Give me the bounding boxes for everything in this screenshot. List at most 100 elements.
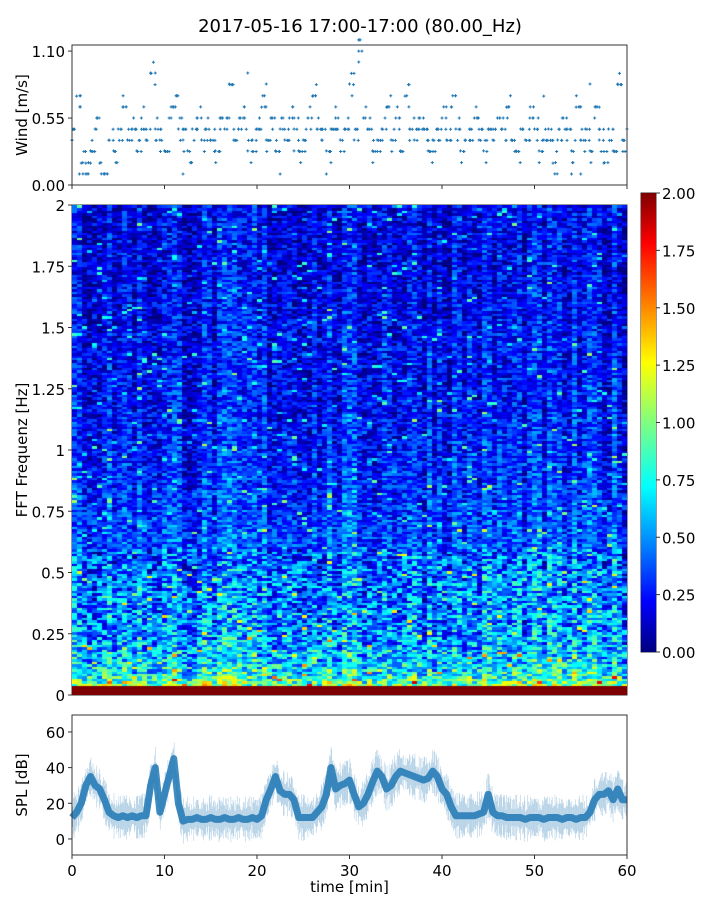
wind-point — [395, 105, 399, 109]
wind-point — [426, 149, 430, 153]
colorbar-tick-label: 0.25 — [662, 587, 695, 605]
wind-point — [451, 94, 455, 98]
wind-point — [555, 172, 559, 176]
x-tick-label: 40 — [432, 862, 451, 880]
x-tick-label: 50 — [525, 862, 544, 880]
x-axis-label: time [min] — [310, 878, 389, 896]
wind-point — [599, 150, 603, 154]
wind-point — [207, 127, 211, 131]
wind-point — [188, 150, 192, 154]
wind-point — [114, 161, 118, 165]
y-axis-label: Wind [m/s] — [13, 74, 31, 156]
wind-point — [299, 161, 303, 165]
wind-point — [606, 161, 610, 165]
x-tick-label: 10 — [155, 862, 174, 880]
wind-point — [154, 138, 158, 142]
wind-point — [132, 116, 136, 120]
wind-point — [251, 150, 255, 154]
wind-point — [580, 127, 584, 131]
wind-point — [611, 149, 615, 153]
wind-point — [474, 105, 478, 109]
wind-point — [620, 138, 624, 142]
wind-point — [588, 149, 592, 153]
wind-point — [200, 138, 203, 142]
wind-point — [315, 127, 319, 131]
wind-point — [385, 105, 388, 109]
wind-point — [574, 105, 578, 109]
wind-point — [426, 138, 430, 142]
wind-point — [151, 60, 155, 64]
wind-point — [593, 116, 597, 120]
y-tick-label: 0.75 — [32, 503, 65, 521]
wind-point — [254, 150, 258, 154]
wind-point — [182, 150, 186, 154]
wind-point — [139, 116, 143, 120]
wind-point — [544, 138, 548, 142]
wind-point — [440, 116, 444, 120]
wind-point — [264, 138, 268, 142]
y-tick-label: 60 — [46, 724, 65, 742]
wind-point — [112, 149, 116, 153]
y-tick-label: 1.75 — [32, 258, 65, 276]
wind-point — [579, 172, 583, 176]
wind-point — [278, 172, 282, 176]
wind-point — [477, 138, 481, 142]
colorbar-gradient — [641, 193, 656, 652]
wind-point — [329, 161, 333, 165]
wind-point — [422, 127, 425, 131]
wind-point — [583, 138, 587, 142]
wind-point — [458, 127, 462, 131]
wind-point — [292, 116, 296, 120]
wind-point — [389, 138, 393, 142]
wind-point — [102, 172, 106, 176]
wind-point — [308, 105, 312, 109]
wind-point — [351, 83, 355, 87]
wind-point — [323, 127, 327, 131]
wind-point — [89, 161, 92, 165]
wind-point — [528, 105, 532, 109]
wind-point — [235, 138, 239, 142]
wind-point — [176, 127, 180, 131]
wind-point — [287, 138, 291, 142]
wind-point — [401, 150, 405, 154]
wind-point — [574, 94, 578, 98]
wind-point — [130, 138, 134, 142]
wind-point — [542, 138, 546, 142]
wind-point — [348, 82, 351, 86]
wind-point — [142, 105, 146, 109]
wind-point — [117, 138, 121, 142]
y-tick-label: 0.5 — [41, 565, 65, 583]
wind-point — [571, 161, 575, 165]
wind-point — [397, 116, 401, 120]
wind-point — [378, 150, 382, 154]
y-tick-label: 0.25 — [32, 626, 65, 644]
wind-point — [316, 116, 320, 120]
spectrogram-heatmap — [72, 205, 627, 695]
wind-point — [445, 138, 449, 142]
wind-point — [569, 127, 573, 131]
wind-point — [296, 116, 300, 120]
wind-point — [383, 116, 387, 120]
wind-point — [360, 49, 364, 53]
wind-point — [342, 150, 346, 154]
wind-point — [505, 105, 509, 109]
wind-point — [232, 138, 236, 142]
wind-point — [265, 150, 269, 154]
wind-point — [352, 138, 356, 142]
wind-point — [417, 127, 421, 131]
wind-point — [324, 172, 328, 176]
wind-point — [246, 149, 250, 153]
wind-point — [357, 38, 361, 42]
wind-point — [79, 161, 83, 165]
wind-point — [607, 127, 610, 131]
axes-frame — [71, 714, 628, 856]
wind-point — [73, 127, 77, 131]
wind-point — [274, 149, 277, 153]
wind-point — [204, 127, 208, 131]
y-tick-label: 1.10 — [32, 43, 65, 61]
wind-point — [389, 94, 393, 98]
wind-point — [417, 116, 421, 120]
wind-point — [178, 138, 182, 142]
wind-point — [242, 105, 246, 109]
